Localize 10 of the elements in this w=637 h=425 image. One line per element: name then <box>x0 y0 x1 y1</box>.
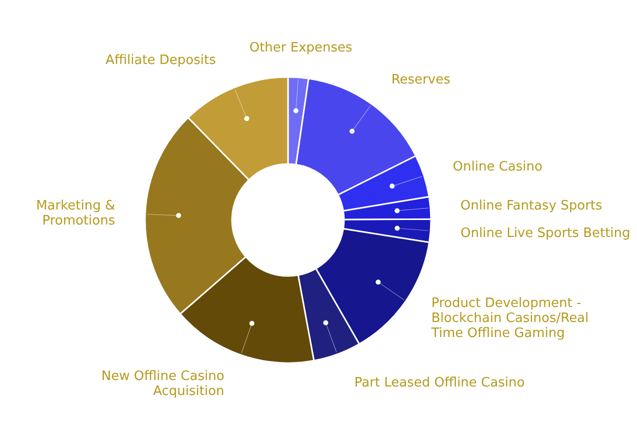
slice-label: Online Casino <box>452 160 543 175</box>
slice-label: Marketing & Promotions <box>36 198 116 228</box>
slice-label: Online Live Sports Betting <box>460 226 630 242</box>
slice-label: Reserves <box>391 72 451 88</box>
slice-label: Other Expenses <box>249 40 353 56</box>
slice-label: Product Development - Blockchain Casinos/Real Time Offline Gaming <box>430 296 589 342</box>
slice-label: Online Fantasy Sports <box>460 198 603 214</box>
slice-label: Affiliate Deposits <box>106 52 216 68</box>
slice-label: New Offline Casino Acquisition <box>101 368 224 399</box>
slice-label: Part Leased Offline Casino <box>354 375 525 390</box>
